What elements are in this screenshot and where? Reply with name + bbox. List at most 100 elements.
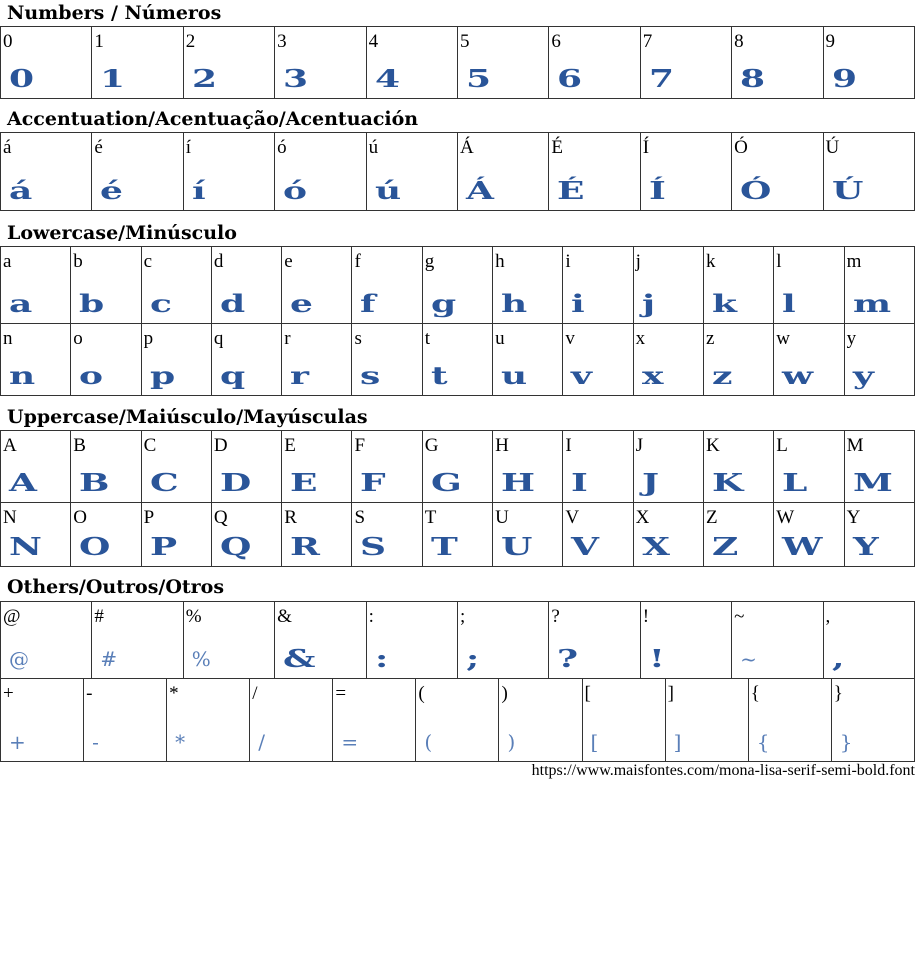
- glyph-sample: X: [641, 532, 670, 561]
- glyph-sample: é: [100, 176, 124, 205]
- section-title: Uppercase/Maiúsculo/Mayúsculas: [7, 406, 368, 428]
- glyph-table: @ @ # #%% & &::;;??!! ~ ~,,: [0, 601, 916, 679]
- glyph-sample: E: [290, 468, 318, 497]
- glyph-sample: g: [430, 289, 456, 318]
- glyph-sample: á: [9, 176, 33, 205]
- glyph-sample: M: [852, 468, 893, 497]
- glyph-label: #: [94, 606, 104, 627]
- glyph-label: 6: [551, 31, 561, 52]
- glyph-cell: --: [83, 678, 168, 762]
- glyph-label: A: [3, 435, 17, 456]
- glyph-label: [: [584, 683, 591, 704]
- glyph-label: ,: [825, 606, 831, 627]
- glyph-sample: R: [290, 532, 321, 561]
- glyph-sample: ,: [831, 644, 845, 673]
- glyph-sample: Q: [219, 532, 252, 561]
- glyph-label: U: [495, 507, 509, 528]
- glyph-sample: /: [258, 730, 265, 754]
- glyph-sample: T: [430, 532, 458, 561]
- glyph-label: v: [565, 328, 575, 349]
- glyph-sample: :: [374, 644, 388, 673]
- glyph-label: K: [705, 435, 720, 456]
- glyph-sample: f: [360, 289, 376, 318]
- glyph-sample: Á: [465, 176, 494, 205]
- glyph-cell: [[: [581, 678, 666, 762]
- glyph-sample: 7: [648, 64, 674, 93]
- glyph-label: (: [418, 683, 425, 704]
- glyph-label: Ú: [825, 137, 840, 158]
- glyph-label: ?: [551, 606, 560, 627]
- glyph-sample: t: [430, 361, 448, 390]
- section-title: Accentuation/Acentuação/Acentuación: [7, 108, 419, 130]
- glyph-sample: 4: [374, 64, 400, 93]
- glyph-label: ;: [459, 606, 466, 627]
- glyph-label: /: [252, 683, 258, 704]
- footer-url[interactable]: https://www.maisfontes.com/mona-lisa-ser…: [531, 762, 915, 779]
- glyph-sample: 2: [191, 64, 217, 93]
- glyph-label: 3: [277, 31, 287, 52]
- glyph-sample: V: [571, 532, 600, 561]
- glyph-cell: @ @: [0, 601, 93, 679]
- glyph-sample: S: [360, 532, 387, 561]
- glyph-label: &: [277, 606, 292, 627]
- glyph-label: X: [635, 507, 650, 528]
- glyph-sample: P: [149, 532, 177, 561]
- glyph-label: *: [169, 683, 179, 704]
- glyph-sample: l: [782, 289, 796, 318]
- glyph-sample: w: [782, 361, 814, 390]
- glyph-sample: (: [424, 730, 433, 754]
- glyph-label: 0: [3, 31, 13, 52]
- glyph-sample: 8: [740, 64, 766, 93]
- glyph-sample: u: [501, 361, 528, 390]
- glyph-sample: 9: [831, 64, 857, 93]
- glyph-cell: %%: [182, 601, 276, 679]
- glyph-sample: @: [9, 647, 29, 671]
- glyph-label: 8: [734, 31, 744, 52]
- glyph-cell: * *: [166, 678, 251, 762]
- glyph-cell: )): [498, 678, 583, 762]
- glyph-label: a: [3, 251, 12, 272]
- glyph-sample: ó: [283, 176, 308, 205]
- glyph-sample: p: [149, 361, 175, 390]
- glyph-sample: A: [9, 468, 37, 497]
- glyph-label: n: [3, 328, 13, 349]
- glyph-cell: !!: [639, 601, 733, 679]
- section-title: Numbers / Números: [7, 2, 222, 24]
- glyph-label: 7: [642, 31, 653, 52]
- glyph-label: B: [73, 435, 86, 456]
- glyph-label: o: [73, 328, 83, 349]
- glyph-label: 4: [368, 31, 379, 52]
- glyph-label: E: [284, 435, 296, 456]
- glyph-sample: ~: [740, 647, 757, 671]
- glyph-sample: r: [290, 361, 310, 390]
- glyph-label: g: [424, 251, 435, 272]
- glyph-sample: }: [839, 730, 853, 754]
